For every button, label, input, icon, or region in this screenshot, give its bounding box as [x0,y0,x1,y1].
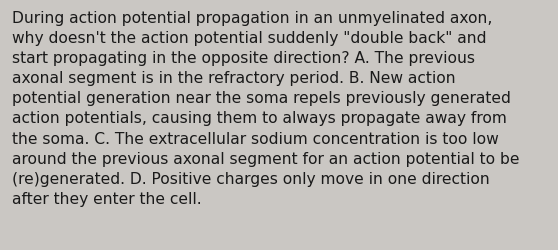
Text: During action potential propagation in an unmyelinated axon,
why doesn't the act: During action potential propagation in a… [12,11,519,206]
